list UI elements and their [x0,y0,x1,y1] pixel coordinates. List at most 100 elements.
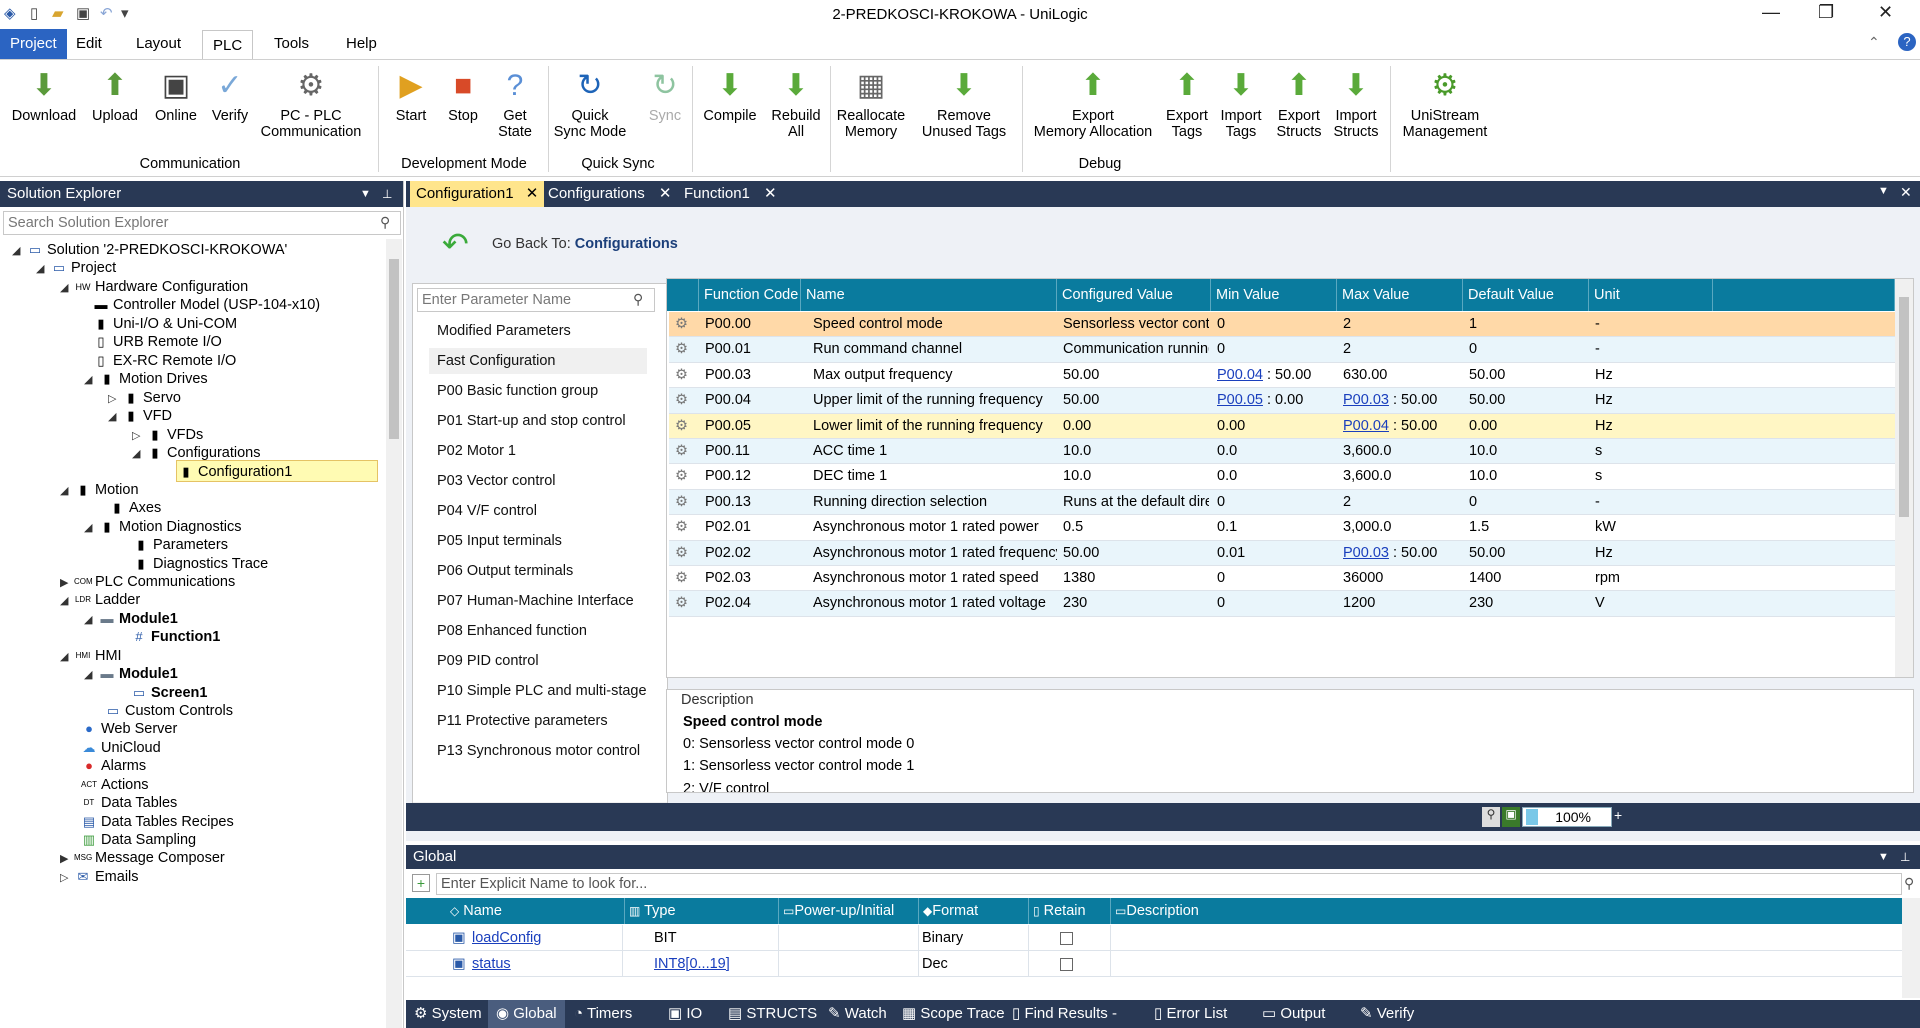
tree-node[interactable]: ◢ ▮ Motion [60,482,139,498]
tab-error-list[interactable]: ▯ Error List [1154,1005,1228,1022]
tree-node[interactable]: ▶ MSG Message Composer [60,850,225,866]
tab-verify[interactable]: ✎ Verify [1360,1005,1415,1022]
tree-node[interactable]: ◢ HW Hardware Configuration [60,279,249,295]
param-group-item[interactable]: P03 Vector control [437,473,556,489]
param-group-item[interactable]: P05 Input terminals [437,533,562,549]
minimize-button[interactable]: — [1762,2,1780,22]
param-group-item[interactable]: P11 Protective parameters [437,713,608,729]
param-group-item[interactable]: P13 Synchronous motor control [437,743,641,759]
global-table-row[interactable]: ▣ loadConfig BIT Binary [406,925,1902,951]
remove-unused-tags-button[interactable]: ⬇ Remove Unused Tags [921,69,1007,140]
table-row[interactable]: ⚙ P00.05 Lower limit of the running freque… [669,413,1895,439]
export-tags-button[interactable]: ⬆ Export Tags [1166,69,1208,140]
stop-button[interactable]: ■ Stop [438,68,488,124]
table-row[interactable]: ⚙ P00.00 Speed control mode Sensorless vect… [669,312,1895,338]
collapse-ribbon-icon[interactable]: ⌃ [1868,34,1880,50]
close-window-button[interactable]: ✕ [1878,2,1894,22]
tree-node[interactable]: ▶ COM PLC Communications [60,574,236,590]
sync-button[interactable]: ↻ Sync [640,68,690,124]
tree-node[interactable]: ▯ EX-RC Remote I/O [97,353,237,369]
tab-structs[interactable]: ▤ STRUCTS [728,1005,818,1022]
tab-global[interactable]: ◉ Global [488,1000,565,1028]
tag-type[interactable]: INT8[0...19] [654,956,730,972]
undo-icon[interactable]: ↶ [100,5,113,22]
rebuild-all-button[interactable]: ⬇ Rebuild All [771,69,821,140]
tree-node[interactable]: ◢ ▮ Configurations [132,445,261,461]
param-group-item[interactable]: P04 V/F control [437,503,537,519]
global-column-header[interactable]: ▭Description [1110,898,1902,924]
unistream-management-button[interactable]: ⚙ UniStream Management [1402,69,1488,140]
new-file-icon[interactable]: ▯ [30,5,39,22]
menu-plc[interactable]: PLC [202,30,254,60]
close-doc-icon[interactable]: ✕ [1900,184,1912,200]
tree-node[interactable]: ◢ ▮ Motion Drives [84,371,208,387]
tree-node[interactable]: ▭ Screen1 [132,685,208,701]
tag-name-link[interactable]: loadConfig [472,930,542,946]
param-group-item[interactable]: P09 PID control [437,653,539,669]
retain-checkbox[interactable] [1060,958,1073,971]
pc-plc-communication-button[interactable]: ⚙ PC - PLC Communication [260,69,362,140]
zoom-slider[interactable] [1526,809,1538,825]
global-column-header[interactable]: ▥ Type [624,898,778,924]
table-row[interactable]: ⚙ P00.11 ACC time 1 10.0 0.0 3,600.0 10.0 s [669,439,1895,465]
tab-system[interactable]: ⚙ System [414,1005,482,1022]
table-row[interactable]: ⚙ P02.03 Asynchronous motor 1 rated speed 1… [669,566,1895,592]
table-row[interactable]: ⚙ P00.03 Max output frequency 50.00 P00.04 :… [669,363,1895,389]
tab-find-results[interactable]: ▯ Find Results - [1012,1005,1117,1022]
param-group-item[interactable]: P06 Output terminals [437,563,574,579]
tree-node[interactable]: ◢ ▭ Project [36,260,117,276]
retain-checkbox[interactable] [1060,932,1073,945]
param-group-item[interactable]: P08 Enhanced function [437,623,587,639]
solution-scrollbar[interactable] [386,239,402,1028]
scroll-thumb[interactable] [389,259,399,439]
restore-button[interactable]: ❐ [1818,2,1835,22]
open-folder-icon[interactable]: ▰ [52,5,64,22]
tree-node[interactable]: ● Alarms [85,758,147,774]
tab-configurations[interactable]: Configurations ✕ [548,185,672,202]
tree-node[interactable]: ◢ ▬ Module1 [84,611,178,627]
param-group-item[interactable]: P02 Motor 1 [437,443,516,459]
zoom-level[interactable]: 100% [1522,807,1612,827]
tree-node[interactable]: ◢ LDR Ladder [60,592,141,608]
upload-button[interactable]: ⬆ Upload [92,69,138,124]
zoom-in-icon[interactable]: + [1614,807,1623,823]
tab-configuration1[interactable]: Configuration1 ✕ [410,181,545,207]
global-column-header[interactable]: ▭Power-up/Initial [778,898,904,924]
global-column-header[interactable]: ◆Format [918,898,1028,924]
reallocate-memory-button[interactable]: ▦ Reallocate Memory [836,69,906,140]
get-state-button[interactable]: ? Get State [490,68,540,140]
tree-node[interactable]: ◢ ▮ Motion Diagnostics [84,519,242,535]
table-row[interactable]: ⚙ P00.12 DEC time 1 10.0 0.0 3,600.0 10.0 s [669,464,1895,490]
column-header[interactable]: Configured Value [1057,279,1211,311]
column-header[interactable]: Max Value [1337,279,1463,311]
global-vscrollbar[interactable] [1902,898,1920,998]
tree-node[interactable]: ● Web Server [85,721,178,737]
online-button[interactable]: ▣ Online [155,69,197,124]
column-header[interactable]: Function Code [699,279,801,311]
tree-node[interactable]: ▮ Parameters [137,537,228,553]
table-row[interactable]: ⚙ P00.04 Upper limit of the running freque… [669,388,1895,414]
tree-node[interactable]: ▷ ▮ VFDs [132,427,204,443]
menu-layout[interactable]: Layout [136,35,182,52]
tree-node[interactable]: ▮ Diagnostics Trace [137,556,269,572]
column-header[interactable]: Name [801,279,1057,311]
param-group-item[interactable]: Modified Parameters [437,323,571,339]
global-search-input[interactable]: Enter Explicit Name to look for... [436,873,1902,895]
param-link[interactable]: P00.03 [1343,392,1389,409]
tree-node[interactable]: ▮ Uni-I/O & Uni-COM [97,316,238,332]
param-group-item[interactable]: P10 Simple PLC and multi-stage [437,683,647,699]
tree-node[interactable]: ◢ ▬ Module1 [84,666,178,682]
tag-name-link[interactable]: status [472,956,511,972]
param-group-item[interactable]: P00 Basic function group [437,383,599,399]
param-group-item[interactable]: Fast Configuration [429,348,647,374]
param-link[interactable]: P00.05 [1217,392,1263,409]
download-button[interactable]: ⬇ Download [11,69,77,124]
global-column-header[interactable]: ◇ Name [446,898,624,924]
search-icon[interactable]: ⚲ [1904,875,1915,891]
tree-node[interactable]: ☁ UniCloud [82,740,161,756]
tree-node[interactable]: ▥ Data Sampling [82,832,197,848]
verify-button[interactable]: ✓ Verify [211,69,249,124]
column-header[interactable]: Default Value [1463,279,1589,311]
param-group-item[interactable]: P01 Start-up and stop control [437,413,626,429]
tree-node[interactable]: # Function1 [135,629,221,645]
